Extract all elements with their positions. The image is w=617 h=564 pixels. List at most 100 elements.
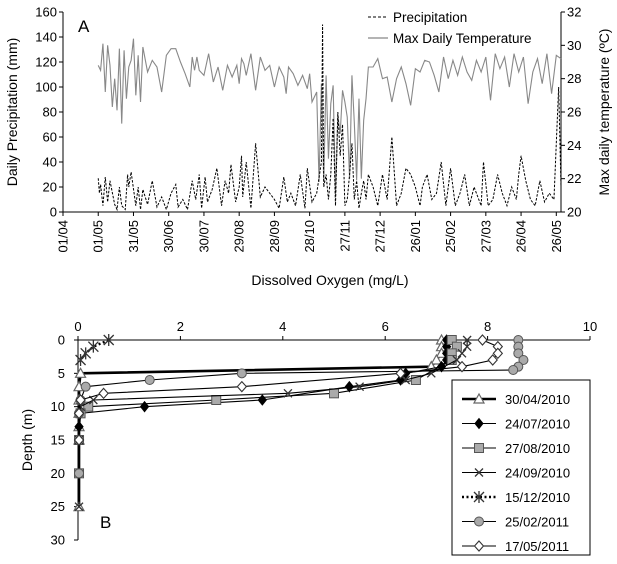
series-max-daily-temperature xyxy=(97,38,562,196)
data-point xyxy=(456,360,468,373)
data-point xyxy=(430,353,443,365)
data-point xyxy=(344,380,355,393)
panel-a-x-tick-label: 31/05 xyxy=(126,220,141,253)
series-line xyxy=(77,340,443,507)
data-point xyxy=(87,340,99,353)
panel-b-y-tick-label: 25 xyxy=(51,499,65,514)
legend-label: 30/04/2010 xyxy=(505,392,570,407)
data-point xyxy=(144,375,155,385)
data-point xyxy=(211,395,222,405)
panel-a-y-tick-labels: 0 20 40 60 80 100 120 140 160 xyxy=(35,5,57,220)
series-line xyxy=(78,339,458,474)
panel-a-y2-tick-label: 20 xyxy=(567,205,581,220)
panel-b-y-axis-title: Depth (m) xyxy=(19,409,35,471)
panel-a-x-tick-label: 27/11 xyxy=(337,220,352,252)
series-line xyxy=(79,338,110,361)
data-point xyxy=(452,355,462,365)
panel-a-y2-tick-label: 24 xyxy=(567,138,581,153)
panel-b-y-tick-label: 10 xyxy=(51,399,65,414)
data-point xyxy=(74,502,84,512)
panel-a-y-axis-title: Daily Precipitation (mm) xyxy=(4,38,20,187)
data-point xyxy=(80,347,92,360)
panel-b-legend: 30/04/2010 24/07/2010 27/08/2010 24/09/2010… xyxy=(451,379,591,556)
panel-b-series xyxy=(73,333,529,512)
data-point xyxy=(487,354,498,366)
panel-a-y-tick-label: 80 xyxy=(43,105,57,120)
panel-a-legend: Precipitation Max Daily Temperature xyxy=(368,10,532,46)
panel-a-y2-tick-label: 26 xyxy=(567,105,581,120)
panel-a-x-tick-label: 28/10 xyxy=(302,220,317,253)
data-point xyxy=(395,367,406,380)
panel-b-x-tick-label: 10 xyxy=(583,319,597,334)
panel-a-y-tick-label: 100 xyxy=(35,80,57,95)
panel-a-chart: 0 20 40 60 80 100 120 140 160 20 22 24 26 28 30 32 01/… xyxy=(4,5,612,253)
series-27-08-2010 xyxy=(74,335,462,479)
legend-marker xyxy=(474,417,484,430)
panel-b-chart: Dissolved Oxygen (mg/L) 0 2 4 6 8 10 0 5 10 15 20… xyxy=(19,272,597,556)
data-point xyxy=(401,375,411,385)
panel-b-x-tick-label: 2 xyxy=(177,319,184,334)
data-point xyxy=(477,334,488,346)
legend-marker xyxy=(473,540,485,552)
panel-b-y-tick-labels: 0 5 10 15 20 25 30 xyxy=(51,333,65,548)
legend-marker xyxy=(474,468,484,477)
data-point xyxy=(462,335,472,345)
panel-a-y-tick-label: 140 xyxy=(35,30,57,45)
series-15-12-2010 xyxy=(75,334,115,366)
legend-marker xyxy=(473,491,485,503)
panel-a-x-tick-label: 28/09 xyxy=(267,220,282,253)
data-point xyxy=(329,388,339,399)
panel-b-y-tick-label: 30 xyxy=(51,533,65,548)
data-point xyxy=(103,334,115,346)
data-point xyxy=(73,407,85,420)
panel-b-x-tick-label: 0 xyxy=(74,319,81,334)
panel-a-x-tick-label: 26/04 xyxy=(514,220,529,253)
panel-b-y-tick-label: 15 xyxy=(51,433,65,448)
legend-marker xyxy=(472,392,486,404)
series-line xyxy=(78,340,448,474)
legend-label: 27/08/2010 xyxy=(505,441,570,456)
legend-marker xyxy=(474,443,484,453)
panel-a-x-tick-label: 30/07 xyxy=(196,220,211,253)
panel-a-x-tick-label: 29/08 xyxy=(232,220,247,253)
legend-label: 25/02/2011 xyxy=(505,515,569,530)
panel-b-y-tick-label: 0 xyxy=(58,333,65,348)
data-point xyxy=(446,335,457,345)
series-24-09-2010 xyxy=(74,335,472,512)
panel-a-y2-tick-labels: 20 22 24 26 28 30 32 xyxy=(567,5,581,220)
panel-a-y2-axis-title: Max daily temperature (ºC) xyxy=(596,29,612,196)
data-point xyxy=(451,341,462,352)
panel-b-y-tick-label: 20 xyxy=(51,466,65,481)
data-point xyxy=(80,381,91,392)
panel-a-x-tick-label: 01/05 xyxy=(91,220,106,253)
data-point xyxy=(75,354,87,366)
legend-label: 17/05/2011 xyxy=(505,539,569,554)
legend-box xyxy=(451,379,591,556)
series-precipitation xyxy=(97,24,562,212)
panel-a-x-tick-label: 26/01 xyxy=(408,220,423,253)
legend-label: 24/09/2010 xyxy=(505,466,570,481)
data-point xyxy=(73,434,85,446)
legend-temperature-label: Max Daily Temperature xyxy=(393,31,532,46)
panel-b-x-tick-label: 8 xyxy=(484,319,491,334)
data-point xyxy=(513,348,524,359)
panel-b-x-tick-labels: 0 2 4 6 8 10 xyxy=(74,319,597,334)
panel-a-x-tick-label: 01/04 xyxy=(56,220,71,253)
panel-b-title: Dissolved Oxygen (mg/L) xyxy=(251,272,408,288)
data-point xyxy=(462,342,472,352)
panel-a-y2-tick-label: 28 xyxy=(567,71,581,86)
panel-a-y-tick-label: 60 xyxy=(43,130,57,145)
panel-a-series xyxy=(97,24,562,212)
data-point xyxy=(74,367,87,378)
data-point xyxy=(518,355,529,365)
series-24-07-2010 xyxy=(74,334,452,480)
panel-b-label: B xyxy=(100,513,111,532)
data-point xyxy=(283,388,293,398)
panel-a-y2-tick-label: 22 xyxy=(567,171,581,186)
panel-a-ticks xyxy=(59,11,565,216)
data-point xyxy=(236,368,247,379)
panel-a-x-tick-label: 27/03 xyxy=(478,220,493,253)
data-point xyxy=(355,382,365,392)
panel-a-y-tick-label: 120 xyxy=(35,55,57,70)
